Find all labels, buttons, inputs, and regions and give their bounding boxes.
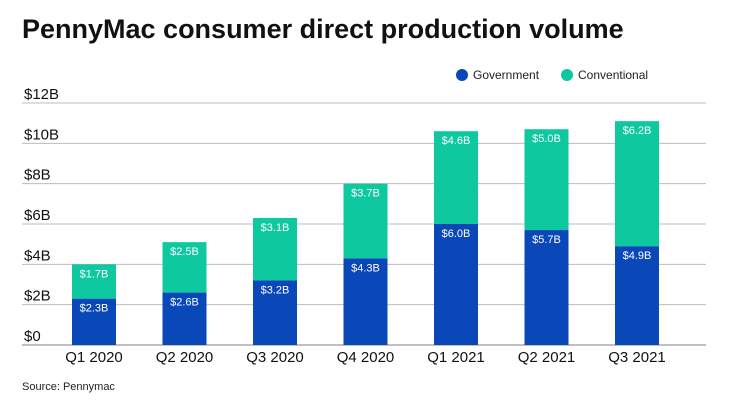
x-tick-label: Q1 2021: [427, 349, 485, 366]
y-tick-label: $4B: [24, 247, 51, 264]
x-tick-label: Q1 2020: [65, 349, 123, 366]
y-axis-ticks: $0 $2B $4B $6B $8B $10B $12B: [24, 86, 59, 345]
y-tick-label: $12B: [24, 86, 59, 103]
x-tick-label: Q2 2020: [156, 349, 214, 366]
x-tick-label: Q4 2020: [337, 349, 395, 366]
bar-label-conventional: $2.5B: [170, 246, 199, 258]
bar-conventional: [343, 183, 388, 259]
bar-label-government: $2.3B: [80, 303, 109, 315]
legend-marker-conventional: [561, 69, 573, 81]
bar-government: [615, 246, 659, 345]
bar-conventional: [615, 121, 659, 247]
chart-title: PennyMac consumer direct production volu…: [22, 14, 624, 44]
y-tick-label: $2B: [24, 288, 51, 305]
x-tick-label: Q3 2020: [246, 349, 304, 366]
bar-label-conventional: $5.0B: [532, 133, 561, 145]
bar-label-government: $2.6B: [170, 297, 199, 309]
y-tick-label: $8B: [24, 167, 51, 184]
bar-label-conventional: $3.1B: [261, 222, 290, 234]
bar-government: [343, 258, 388, 345]
y-tick-label: $6B: [24, 207, 51, 224]
bar-label-conventional: $4.6B: [442, 135, 471, 147]
bar-label-government: $5.7B: [532, 234, 561, 246]
legend-label-government: Government: [473, 68, 540, 82]
x-tick-label: Q3 2021: [608, 349, 666, 366]
legend-marker-government: [456, 69, 468, 81]
bar-conventional: [72, 264, 116, 299]
bar-conventional: [434, 131, 478, 224]
bar-label-conventional: $3.7B: [351, 188, 380, 200]
x-tick-label: Q2 2021: [518, 349, 576, 366]
x-axis-ticks: Q1 2020 Q2 2020 Q3 2020 Q4 2020 Q1 2021 Q2 20…: [65, 349, 666, 366]
bar-label-conventional: $6.2B: [623, 125, 652, 137]
bars: [72, 121, 659, 345]
bar-labels: $2.3B $1.7B $2.6B $2.5B $3.2B $3.1B $4.3B $3.7B…: [80, 125, 652, 314]
y-tick-label: $10B: [24, 126, 59, 143]
bar-label-government: $4.9B: [623, 250, 652, 262]
bar-government: [434, 224, 478, 345]
source-note: Source: Pennymac: [22, 381, 115, 393]
bar-label-government: $4.3B: [351, 262, 380, 274]
y-tick-label: $0: [24, 328, 41, 345]
bar-government: [524, 230, 569, 345]
bar-government: [162, 292, 207, 345]
bar-government: [72, 298, 116, 345]
bar-label-government: $6.0B: [442, 228, 471, 240]
bar-conventional: [253, 217, 297, 281]
legend: Government Conventional: [456, 68, 648, 82]
bar-conventional: [162, 242, 207, 293]
bar-label-conventional: $1.7B: [80, 268, 109, 280]
bar-government: [253, 280, 297, 345]
bar-conventional: [524, 129, 569, 231]
bar-label-government: $3.2B: [261, 284, 290, 296]
legend-label-conventional: Conventional: [578, 68, 648, 82]
